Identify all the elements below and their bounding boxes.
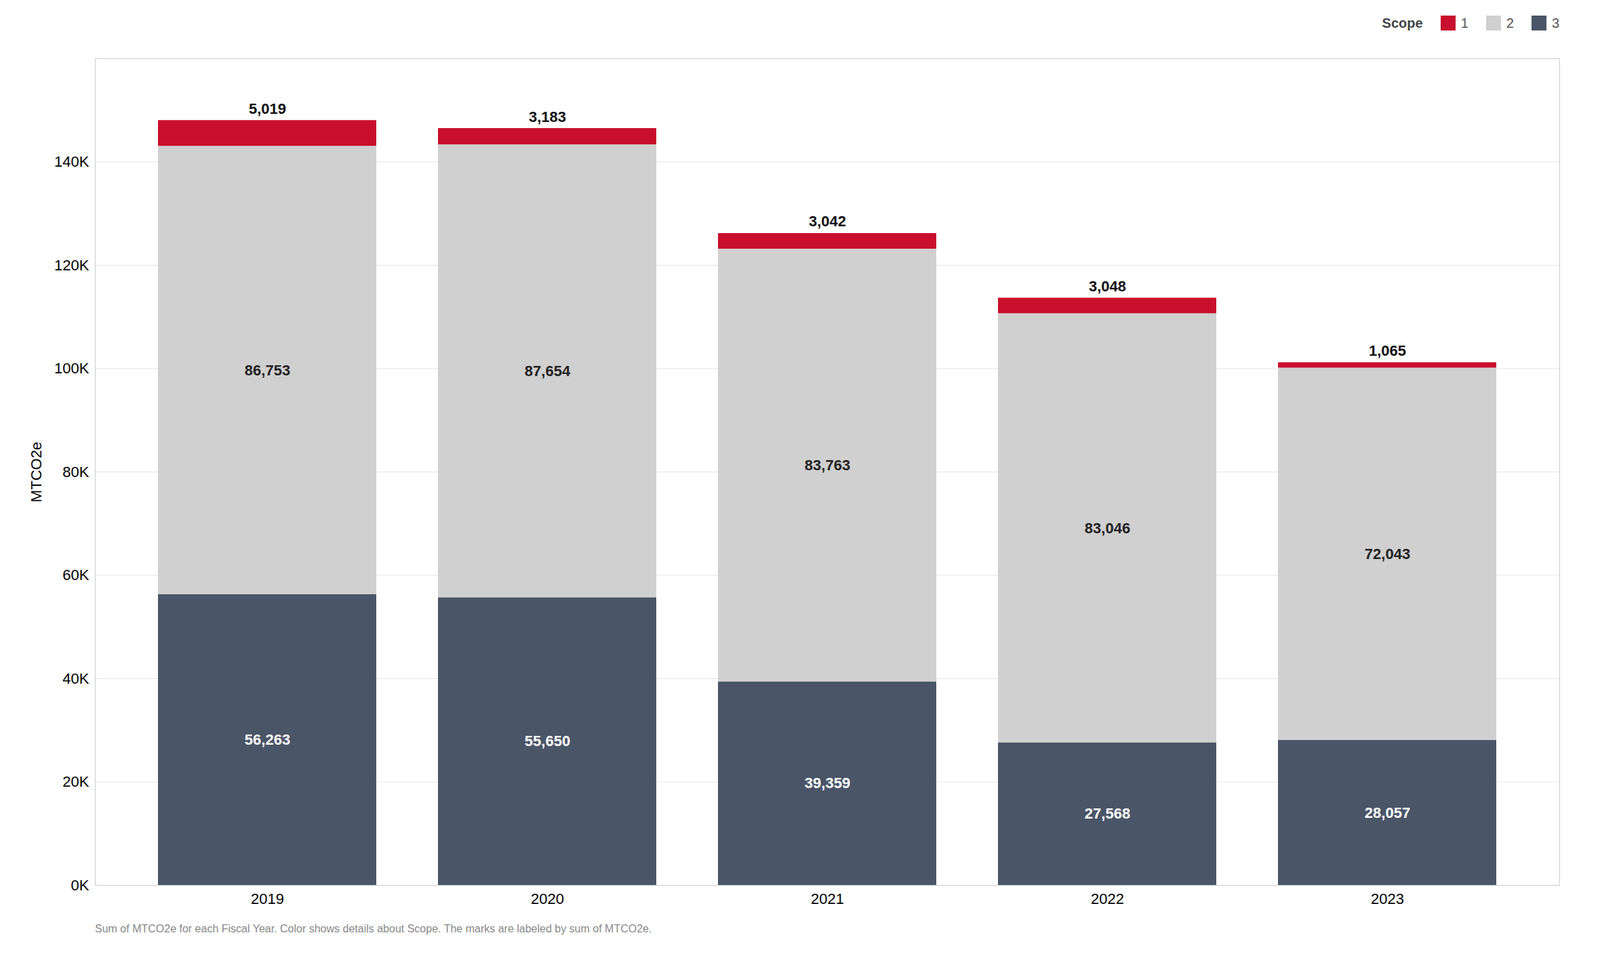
svg-text:140K: 140K <box>54 153 90 171</box>
svg-text:60K: 60K <box>62 566 89 584</box>
svg-text:72,043: 72,043 <box>1364 545 1411 563</box>
svg-text:3,183: 3,183 <box>528 108 567 126</box>
html-text:2: 2 <box>1506 15 1514 31</box>
svg-text:55,650: 55,650 <box>524 732 571 750</box>
svg-text:28,057: 28,057 <box>1364 804 1411 822</box>
html-text:Sum of MTCO2e for each Fiscal: Sum of MTCO2e for each Fiscal Year. Colo… <box>94 923 652 935</box>
svg-text:100K: 100K <box>54 360 90 377</box>
svg-text:2023: 2023 <box>1370 890 1405 908</box>
svg-text:20K: 20K <box>62 773 89 791</box>
svg-text:120K: 120K <box>54 256 90 274</box>
svg-text:0K: 0K <box>71 877 90 895</box>
svg-text:3,042: 3,042 <box>808 212 847 230</box>
svg-text:2021: 2021 <box>810 890 845 908</box>
html-text:3: 3 <box>1551 15 1560 31</box>
svg-text:27,568: 27,568 <box>1084 805 1131 823</box>
svg-text:5,019: 5,019 <box>248 100 287 118</box>
html-text:1: 1 <box>1460 15 1469 31</box>
svg-text:3,048: 3,048 <box>1088 277 1127 295</box>
svg-text:83,763: 83,763 <box>804 456 851 474</box>
html-text:Scope: Scope <box>1382 15 1423 31</box>
svg-text:40K: 40K <box>62 670 89 688</box>
svg-text:56,263: 56,263 <box>244 731 291 749</box>
svg-text:1,065: 1,065 <box>1368 342 1407 360</box>
svg-text:87,654: 87,654 <box>524 362 571 380</box>
svg-text:83,046: 83,046 <box>1084 520 1131 537</box>
svg-text:86,753: 86,753 <box>244 362 291 379</box>
svg-text:2019: 2019 <box>250 890 285 908</box>
svg-text:80K: 80K <box>62 463 89 481</box>
svg-text:MTCO2e: MTCO2e <box>27 442 45 503</box>
svg-text:39,359: 39,359 <box>804 774 851 792</box>
svg-text:2022: 2022 <box>1090 890 1125 908</box>
svg-text:2020: 2020 <box>530 890 565 908</box>
